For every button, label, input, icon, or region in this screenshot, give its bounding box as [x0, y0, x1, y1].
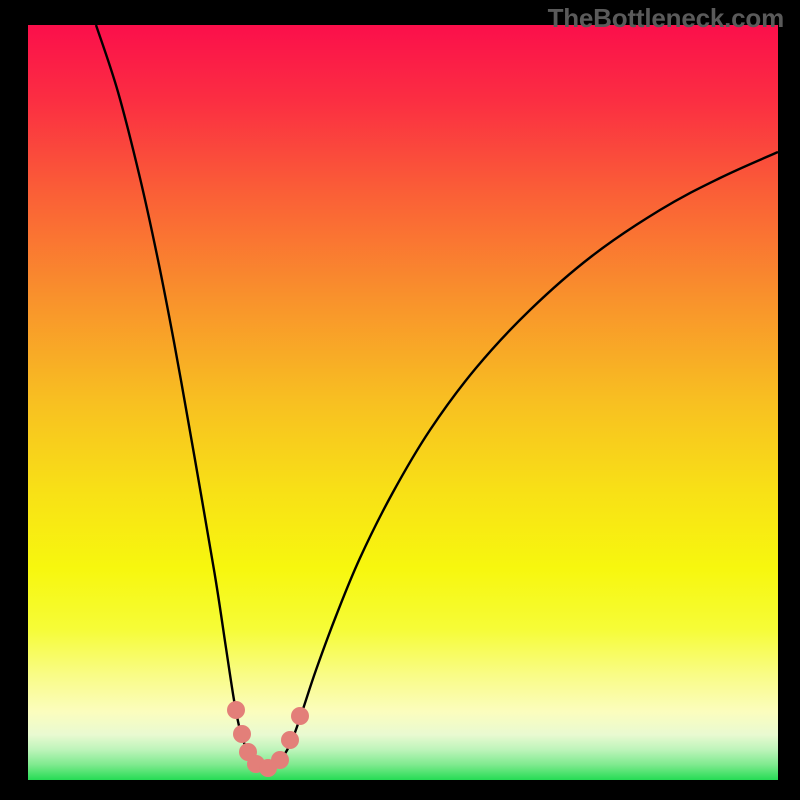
- watermark-text: TheBottleneck.com: [548, 3, 784, 34]
- chart-canvas: TheBottleneck.com: [0, 0, 800, 800]
- chart-black-border: [0, 0, 800, 800]
